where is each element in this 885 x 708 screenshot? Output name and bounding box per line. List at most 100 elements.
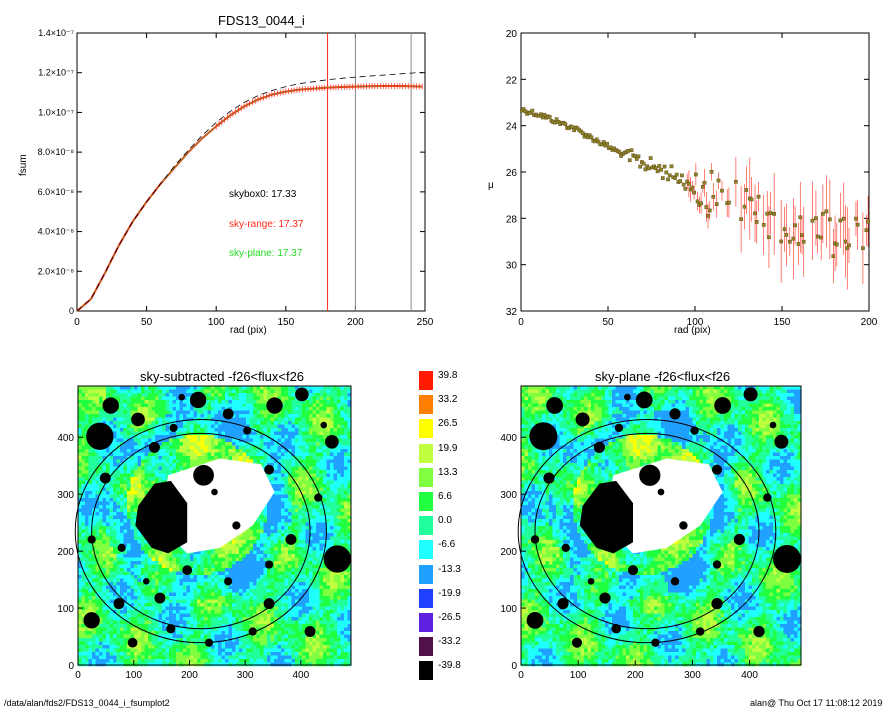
heatmap-ytick-label: 300 (57, 490, 74, 501)
mask-blob (561, 543, 570, 553)
chart2-point (765, 211, 770, 216)
chart2-ytick-label: 24 (506, 122, 518, 133)
mask-blob (529, 422, 558, 451)
chart2-xtick-label: 150 (774, 317, 791, 328)
mask-blob (711, 464, 723, 475)
mask-blob (166, 624, 176, 634)
mask-blob (264, 464, 275, 475)
chart2-point (547, 115, 552, 119)
mask-blob (711, 598, 723, 610)
colorbar-swatch (419, 588, 433, 608)
heatmap-ytick-label: 100 (57, 604, 74, 615)
chart2-point (570, 125, 575, 130)
chart2-point (580, 131, 585, 135)
chart2-point (659, 167, 663, 172)
chart2-point (800, 233, 804, 237)
chart2-point (673, 176, 677, 180)
mask-blob (635, 391, 653, 409)
colorbar-swatch (419, 371, 433, 390)
mask-blob (571, 637, 583, 648)
chart1-ytick-label: 1.0×10⁻⁷ (38, 107, 74, 117)
chart1-ytick-label: 6.0×10⁻⁸ (38, 187, 75, 197)
mask-blob (263, 598, 275, 610)
chart2-point (838, 218, 843, 223)
heatmap-3 (517, 385, 802, 667)
galaxy-core (605, 458, 723, 554)
chart2-point (814, 216, 818, 221)
footer-timestamp: alan@ Thu Oct 17 11:08:12 2019 (750, 698, 883, 708)
heatmap-frame (77, 385, 352, 666)
chart1-ytick-label: 0 (69, 306, 74, 316)
chart2-point (831, 254, 836, 259)
chart2-point (861, 246, 865, 251)
chart2-ytick-label: 20 (506, 29, 518, 40)
chart1-frame (76, 32, 426, 312)
chart2-point (754, 220, 759, 224)
colorbar-swatch (419, 613, 433, 632)
chart2-point (714, 202, 719, 206)
chart1-ytick-label: 8.0×10⁻⁸ (38, 147, 75, 157)
chart2-point (796, 242, 801, 246)
colorbar-swatch (419, 661, 433, 681)
heatmap-frame (520, 385, 802, 666)
mask-blob (743, 387, 758, 402)
heatmap-ytick-label: 400 (500, 433, 517, 444)
chart2-point (683, 186, 688, 191)
mask-blob (714, 397, 731, 414)
chart2-xtick-label: 100 (687, 317, 704, 328)
mask-blob (154, 592, 166, 604)
chart2-point (643, 167, 648, 172)
colorbar-label: -13.3 (438, 563, 461, 575)
chart2-point (694, 172, 698, 177)
mask-blob (546, 397, 563, 414)
mask-blob (113, 598, 125, 610)
chart2-point (699, 201, 703, 206)
chart2-point (779, 239, 783, 244)
chart2-point (793, 223, 797, 228)
chart2-point (680, 173, 684, 178)
annotation-skybox: skybox0: 17.33 (229, 189, 297, 200)
mask-blob (193, 464, 214, 486)
heatmap-xtick-label: 400 (741, 670, 758, 681)
mask-blob (575, 412, 590, 427)
chart2-point (702, 180, 707, 185)
chart2-point (706, 214, 710, 218)
chart2-point (678, 179, 683, 183)
colorbar-swatch (419, 419, 433, 439)
heatmap-xtick-label: 300 (684, 670, 701, 681)
chart2-point (654, 166, 658, 170)
colorbar-label: -39.8 (438, 660, 461, 672)
chart2-point (761, 223, 766, 227)
chart2-point (674, 172, 679, 177)
mask-blob (657, 488, 665, 496)
annotation-sky-plane: sky-plane: 17.37 (229, 248, 303, 259)
chart2-ytick-label: 26 (506, 168, 518, 179)
chart2-point (662, 164, 667, 169)
chart2-point (854, 216, 858, 221)
colorbar-swatch (419, 395, 433, 415)
chart2-point (843, 239, 848, 244)
chart2-point (601, 140, 606, 144)
chart2-point (855, 222, 860, 227)
chart2-point (824, 209, 829, 214)
colorbar-label: 6.6 (438, 491, 452, 502)
mask-blob (211, 488, 218, 496)
chart1-xtick-label: 0 (74, 317, 80, 328)
mask-blob (624, 393, 631, 401)
ellipse-inner (91, 432, 311, 630)
chart2-xlabel: rad (pix) (674, 325, 711, 336)
mask-blob (189, 391, 207, 409)
heatmap-xtick-label: 200 (181, 670, 198, 681)
chart2-point (647, 166, 651, 171)
heatmap-xtick-label: 0 (75, 670, 81, 681)
chart2-point (690, 185, 695, 190)
heatmap-xtick-label: 0 (518, 670, 524, 681)
chart2-point (756, 194, 761, 199)
chart2-point (700, 184, 705, 189)
chart2-point (667, 173, 672, 178)
chart2-xtick-label: 200 (861, 317, 878, 328)
chart2-xtick-label: 0 (518, 317, 524, 328)
chart2-point (787, 239, 792, 244)
mask-blob (593, 441, 606, 453)
